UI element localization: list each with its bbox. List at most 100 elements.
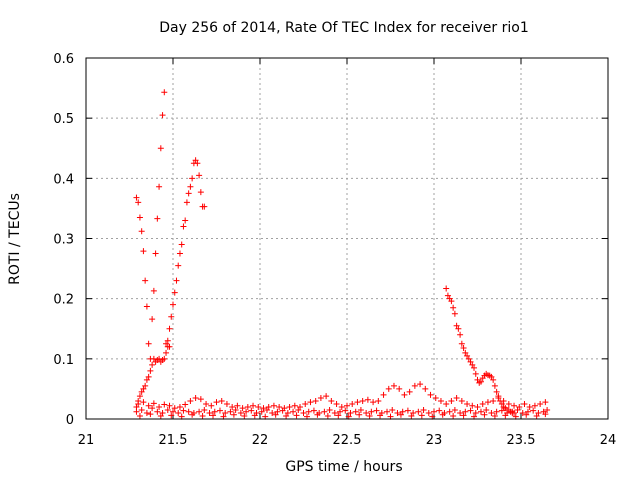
data-point	[297, 403, 304, 410]
data-point	[291, 402, 298, 409]
data-point	[196, 172, 203, 179]
data-point	[227, 408, 234, 415]
data-point	[481, 411, 488, 418]
data-point	[138, 388, 145, 395]
data-point	[417, 381, 424, 388]
data-point	[472, 409, 479, 416]
data-point	[183, 199, 190, 206]
data-point	[143, 303, 150, 310]
data-point	[136, 412, 143, 419]
data-point	[150, 355, 157, 362]
y-axis-label: ROTI / TECUs	[7, 193, 23, 285]
data-point	[164, 337, 171, 344]
data-point	[135, 400, 142, 407]
data-point	[359, 397, 366, 404]
data-point	[274, 408, 281, 415]
data-point	[206, 409, 213, 416]
data-point	[498, 407, 505, 414]
data-point	[451, 406, 458, 413]
data-point	[270, 402, 277, 409]
data-point	[248, 407, 255, 414]
data-point	[216, 407, 223, 414]
data-point	[203, 400, 210, 407]
data-point	[143, 409, 150, 416]
data-point	[446, 408, 453, 415]
data-point	[150, 287, 157, 294]
data-point	[363, 409, 370, 416]
data-point	[178, 241, 185, 248]
data-point	[156, 403, 163, 410]
data-point	[201, 406, 208, 413]
data-point	[467, 407, 474, 414]
data-point	[469, 402, 476, 409]
data-point	[377, 412, 384, 419]
data-point	[149, 361, 156, 368]
series-background-mid	[135, 381, 549, 412]
data-point	[477, 408, 484, 415]
data-point	[453, 394, 460, 401]
data-point	[331, 409, 338, 416]
data-point	[161, 401, 168, 408]
data-point	[460, 412, 467, 419]
data-point	[302, 400, 309, 407]
data-point	[333, 400, 340, 407]
data-point	[375, 397, 382, 404]
data-point	[408, 412, 415, 419]
data-point	[168, 313, 175, 320]
data-point	[175, 409, 182, 416]
data-point	[431, 408, 437, 415]
data-point	[185, 408, 192, 415]
data-point	[154, 215, 161, 222]
data-point	[483, 406, 490, 413]
data-point	[213, 399, 220, 406]
data-point	[241, 412, 248, 419]
data-point	[170, 301, 176, 308]
data-point	[265, 403, 272, 410]
data-point	[170, 408, 176, 415]
data-point	[411, 382, 418, 389]
series-background-scatter	[136, 411, 549, 420]
data-point	[244, 403, 251, 410]
series-satellite-track-3	[443, 285, 518, 416]
data-point	[310, 407, 317, 414]
data-point	[521, 400, 528, 407]
data-point	[255, 403, 262, 410]
data-point	[357, 406, 364, 413]
data-point	[307, 399, 314, 406]
data-point	[281, 405, 288, 412]
data-point	[147, 367, 154, 374]
data-point	[464, 400, 471, 407]
data-point	[222, 409, 229, 416]
y-tick-label: 0.5	[53, 112, 74, 127]
data-point	[437, 397, 444, 404]
data-point	[523, 411, 530, 418]
data-point	[260, 405, 267, 412]
data-point	[269, 409, 276, 416]
data-point	[465, 355, 472, 362]
data-point	[140, 248, 147, 255]
data-point	[390, 382, 397, 389]
data-point	[488, 373, 495, 380]
x-tick-label: 22.5	[333, 433, 362, 448]
data-point	[187, 183, 194, 190]
data-point	[300, 409, 307, 416]
data-point	[284, 409, 291, 416]
data-point	[176, 250, 183, 257]
data-point	[464, 352, 471, 359]
data-point	[171, 289, 178, 296]
data-point	[196, 408, 203, 415]
data-point	[237, 409, 244, 416]
x-axis-label: GPS time / hours	[285, 459, 402, 475]
data-point	[531, 402, 538, 409]
data-point	[500, 397, 507, 404]
data-point	[427, 391, 434, 398]
data-point	[182, 217, 189, 224]
data-point	[283, 412, 290, 419]
data-point	[453, 322, 460, 329]
data-point	[208, 402, 215, 409]
data-point	[159, 112, 166, 119]
data-point	[422, 385, 429, 392]
series-satellite-track-2	[133, 343, 173, 410]
data-point	[491, 382, 498, 389]
data-point	[397, 411, 404, 418]
